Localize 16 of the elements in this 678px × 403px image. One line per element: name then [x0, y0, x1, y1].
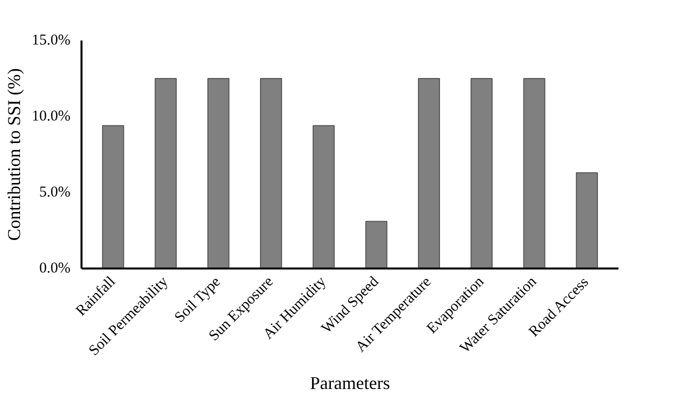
bar: [207, 78, 230, 268]
bar: [470, 78, 493, 268]
bar: [523, 78, 546, 268]
y-tick-label: 5.0%: [39, 184, 71, 200]
bar: [154, 78, 177, 268]
bar: [102, 125, 124, 268]
x-axis-title: Parameters: [310, 372, 390, 393]
bar: [365, 220, 388, 268]
bar: [312, 125, 335, 268]
y-axis-title: Contribution to SSI (%): [4, 68, 24, 241]
y-tick-label: 0.0%: [39, 260, 71, 276]
bar: [576, 172, 598, 268]
bar: [418, 78, 440, 268]
y-tick-label: 10.0%: [32, 108, 71, 124]
y-tick-label: 15.0%: [32, 32, 71, 48]
bar: [260, 78, 282, 268]
